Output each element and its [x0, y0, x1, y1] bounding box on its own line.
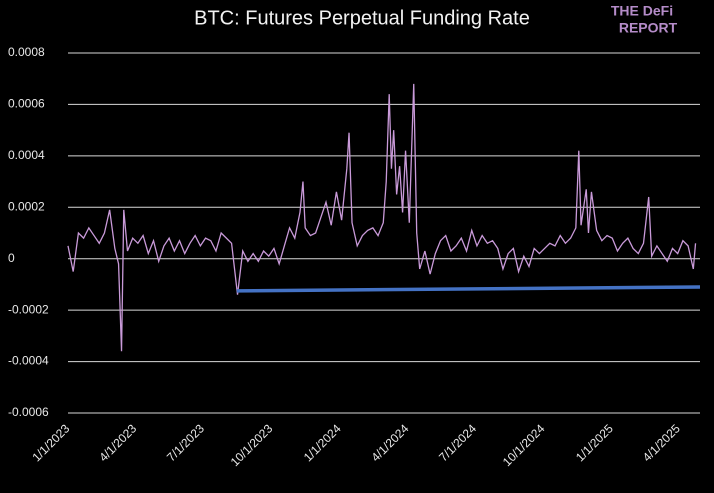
y-tick-label: -0.0004 [8, 354, 49, 368]
y-tick-label: 0.0004 [8, 148, 45, 162]
x-tick-label: 1/1/2025 [573, 421, 616, 464]
series-line [67, 83, 697, 352]
x-tick-label: 10/1/2024 [500, 421, 548, 469]
x-tick-label: 1/1/2023 [29, 421, 72, 464]
reference-line [236, 285, 701, 293]
x-tick-label: 10/1/2023 [228, 421, 276, 469]
y-tick-label: 0.0008 [8, 45, 45, 59]
y-tick-label: 0.0006 [8, 97, 45, 111]
x-tick-label: 4/1/2024 [368, 421, 411, 464]
chart-title: BTC: Futures Perpetual Funding Rate [194, 7, 530, 29]
x-tick-label: 4/1/2025 [640, 421, 683, 464]
x-tick-label: 1/1/2024 [301, 421, 344, 464]
y-tick-label: -0.0006 [8, 405, 49, 419]
x-tick-label: 7/1/2023 [164, 421, 207, 464]
x-tick-label: 7/1/2024 [436, 421, 479, 464]
y-tick-label: 0.0002 [8, 199, 45, 213]
y-tick-label: -0.0002 [8, 302, 49, 316]
logo-top: THE DeFi [611, 3, 673, 19]
y-tick-label: 0 [8, 251, 15, 265]
x-tick-label: 4/1/2023 [96, 421, 139, 464]
logo-bottom: REPORT [619, 20, 678, 36]
